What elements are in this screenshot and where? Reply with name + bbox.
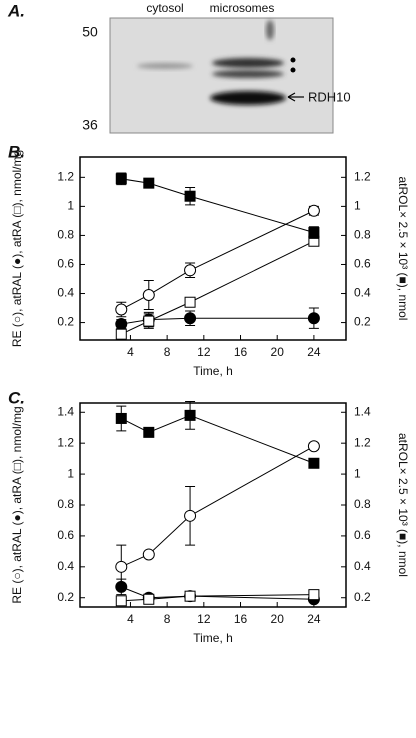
point (308, 589, 320, 601)
y2-tick-label: 1.4 (354, 404, 371, 418)
y2-tick-label: 0.8 (354, 497, 371, 511)
x-tick-label: 24 (307, 345, 321, 359)
blot-image (109, 17, 334, 134)
x-tick-label: 20 (271, 345, 285, 359)
y-axis-label: RE (○), atRAL (●), atRA (□), nmol/mg (10, 406, 24, 603)
y2-tick-label: 0.2 (354, 590, 371, 604)
point (115, 595, 127, 607)
y-tick-label: 0.6 (57, 528, 74, 542)
series-line (121, 178, 315, 234)
point (307, 440, 320, 453)
y-tick-label: 0.8 (57, 228, 74, 242)
marker-label: 50 (82, 24, 98, 40)
y2-tick-label: 1.2 (354, 435, 371, 449)
y2-tick-label: 0.6 (354, 528, 371, 542)
point (184, 296, 196, 308)
point (184, 312, 197, 325)
point (115, 173, 127, 185)
y-axis-label: RE (○), atRAL (●), atRA (□), nmol/mg (10, 150, 24, 347)
series-line (121, 240, 315, 335)
y2-tick-label: 1 (354, 199, 361, 213)
band-arrow (287, 92, 304, 102)
y-tick-label: 0.6 (57, 257, 74, 271)
y2-tick-label: 1.2 (354, 170, 371, 184)
x-axis-label: Time, h (193, 364, 233, 378)
point (115, 560, 128, 573)
series-line (121, 414, 315, 464)
point (184, 190, 196, 202)
y2-tick-label: 0.2 (354, 315, 371, 329)
y-tick-label: 0.2 (57, 590, 74, 604)
y2-tick-label: 0.4 (354, 559, 371, 573)
x-tick-label: 4 (127, 345, 134, 359)
band-label: RDH10 (308, 89, 351, 104)
x-tick-label: 8 (164, 345, 171, 359)
point (308, 227, 320, 239)
band-dot (290, 67, 296, 73)
point (184, 264, 197, 277)
y-tick-label: 1.4 (57, 404, 74, 418)
x-tick-label: 16 (234, 612, 248, 626)
x-tick-label: 12 (197, 345, 211, 359)
point (184, 590, 196, 602)
y-tick-label: 0.8 (57, 497, 74, 511)
band-dot (290, 57, 296, 63)
series-line (121, 317, 314, 325)
point (307, 204, 320, 217)
point (307, 312, 320, 325)
point (308, 457, 320, 469)
plot-frame (79, 402, 347, 608)
y2-axis-label: atROL× 2.5 × 10³ (■), nmol (396, 433, 410, 577)
point (184, 509, 197, 522)
point (115, 580, 128, 593)
y-tick-label: 1.2 (57, 170, 74, 184)
y-tick-label: 1.2 (57, 435, 74, 449)
y2-tick-label: 0.4 (354, 286, 371, 300)
panel-label: A. (7, 1, 25, 20)
point (142, 548, 155, 561)
y-tick-label: 1 (67, 199, 74, 213)
y-tick-label: 0.4 (57, 559, 74, 573)
lane-label: cytosol (146, 1, 183, 15)
point (115, 412, 127, 424)
panel-label: B. (8, 142, 25, 161)
series-line (121, 586, 314, 600)
marker-label: 36 (82, 117, 98, 133)
point (142, 288, 155, 301)
y2-axis-label: atROL× 2.5 × 10³ (■), nmol (396, 177, 410, 321)
x-tick-label: 24 (307, 612, 321, 626)
point (184, 409, 196, 421)
x-tick-label: 8 (164, 612, 171, 626)
y-tick-label: 0.4 (57, 286, 74, 300)
y2-tick-label: 1 (354, 466, 361, 480)
x-tick-label: 12 (197, 612, 211, 626)
y2-tick-label: 0.6 (354, 257, 371, 271)
point (115, 328, 127, 340)
x-axis-label: Time, h (193, 631, 233, 645)
series-line (121, 445, 315, 568)
point (115, 318, 128, 331)
x-tick-label: 20 (271, 612, 285, 626)
point (143, 315, 155, 327)
x-tick-label: 16 (234, 345, 248, 359)
y-tick-label: 1 (67, 466, 74, 480)
point (143, 593, 155, 605)
plot-frame (79, 156, 347, 341)
point (115, 303, 128, 316)
point (143, 177, 155, 189)
y-tick-label: 0.2 (57, 315, 74, 329)
series-line (121, 594, 314, 602)
series-line (121, 210, 315, 310)
point (143, 426, 155, 438)
panel-label: C. (8, 388, 25, 407)
lane-label: microsomes (210, 1, 275, 15)
x-tick-label: 4 (127, 612, 134, 626)
y2-tick-label: 0.8 (354, 228, 371, 242)
